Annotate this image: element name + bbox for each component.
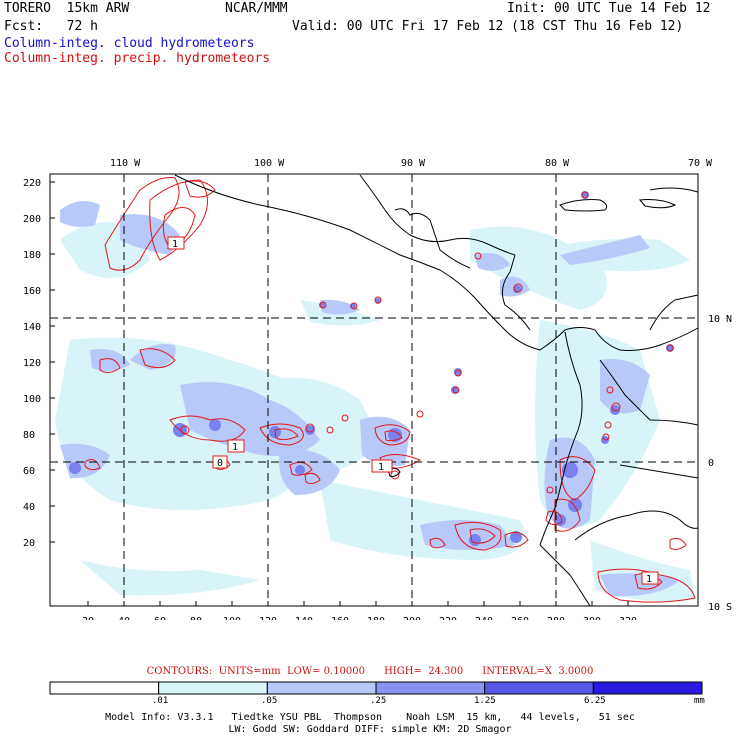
y-tick-label: 120 — [23, 358, 41, 369]
x-tick-label: 200 — [403, 616, 421, 620]
y-tick-label: 160 — [23, 286, 41, 297]
colorbar-swatch — [158, 681, 268, 695]
x-tick-label: 320 — [619, 616, 637, 620]
y-tick-label: 100 — [23, 394, 41, 405]
valid-time: Valid: 00 UTC Fri 17 Feb 12 (18 CST Thu … — [292, 19, 684, 34]
model-info-line1: Model Info: V3.3.1 Tiedtke YSU PBL Thomp… — [105, 712, 635, 723]
y-tick-label: 20 — [23, 538, 35, 549]
left-tick-labels: 220 200 180 160 140 120 100 80 60 40 20 — [23, 178, 55, 549]
model-info-line2: LW: Godd SW: Goddard DIFF: simple KM: 2D… — [228, 724, 512, 735]
lon-label: 90 W — [401, 158, 426, 169]
x-tick-label: 40 — [118, 616, 130, 620]
x-tick-label: 260 — [511, 616, 529, 620]
model-title: TORERO 15km ARW — [4, 1, 130, 16]
legend-precip: Column-integ. precip. hydrometeors — [4, 51, 271, 66]
org-label: NCAR/MMM — [225, 1, 288, 16]
colorbar-swatch — [375, 681, 486, 695]
contour-value-boxes — [167, 236, 659, 585]
x-tick-label: 180 — [367, 616, 385, 620]
colorbar — [49, 681, 703, 695]
x-tick-label: 80 — [190, 616, 202, 620]
colorbar-swatch — [49, 681, 160, 695]
y-tick-label: 80 — [23, 430, 35, 441]
lat-label: 10 N — [708, 314, 732, 325]
contour-label-5: 1 — [646, 574, 652, 585]
x-tick-label: 160 — [331, 616, 349, 620]
x-tick-label: 60 — [154, 616, 166, 620]
x-tick-label: 240 — [475, 616, 493, 620]
x-tick-label: 120 — [259, 616, 277, 620]
y-tick-label: 140 — [23, 322, 41, 333]
y-tick-label: 60 — [23, 466, 35, 477]
contour-label-1: 1 — [172, 239, 178, 250]
colorbar-label: .05 — [261, 696, 278, 706]
graticule — [50, 174, 698, 606]
y-tick-label: 40 — [23, 502, 35, 513]
lon-label: 70 W — [688, 158, 713, 169]
map-panel: 1 1 0 1 1 110 W 100 W 90 W 80 W 70 W 10 … — [23, 158, 732, 620]
colorbar-label: 6.25 — [584, 696, 606, 706]
x-tick-label: 300 — [583, 616, 601, 620]
colorbar-label: .25 — [370, 696, 387, 706]
coastlines — [174, 174, 699, 607]
lat-label: 10 S — [708, 602, 732, 613]
lon-label: 80 W — [545, 158, 570, 169]
y-tick-label: 220 — [23, 178, 41, 189]
lon-label: 110 W — [110, 158, 141, 169]
contour-label-4: 1 — [378, 462, 384, 473]
lon-label: 100 W — [254, 158, 285, 169]
colorbar-label: 1.25 — [474, 696, 496, 706]
colorbar-units: mm — [694, 696, 705, 706]
legend-cloud: Column-integ. cloud hydrometeors — [4, 36, 255, 51]
y-tick-label: 200 — [23, 214, 41, 225]
init-time: Init: 00 UTC Tue 14 Feb 12 — [507, 1, 711, 16]
right-latitude-labels: 10 N 0 10 S — [708, 314, 732, 613]
colorbar-label: .01 — [152, 696, 169, 706]
precip-cells — [180, 191, 674, 494]
contour-label-2: 1 — [232, 442, 238, 453]
x-tick-label: 140 — [295, 616, 313, 620]
x-tick-label: 280 — [547, 616, 565, 620]
contour-label-3: 0 — [217, 458, 223, 469]
x-tick-label: 100 — [223, 616, 241, 620]
colorbar-swatch — [266, 681, 377, 695]
x-tick-label: 220 — [439, 616, 457, 620]
colorbar-swatch — [484, 681, 594, 695]
y-tick-label: 180 — [23, 250, 41, 261]
colorbar-swatch — [592, 681, 703, 695]
forecast-hour: Fcst: 72 h — [4, 19, 98, 34]
bottom-tick-labels: 20 40 60 80 100 120 140 160 180 200 220 240 260 280 30… — [82, 601, 637, 620]
contour-info: CONTOURS: UNITS=mm LOW= 0.10000 HIGH= 24… — [146, 666, 594, 677]
lat-label: 0 — [708, 458, 714, 469]
top-longitude-labels: 110 W 100 W 90 W 80 W 70 W — [110, 158, 713, 169]
x-tick-label: 20 — [82, 616, 94, 620]
